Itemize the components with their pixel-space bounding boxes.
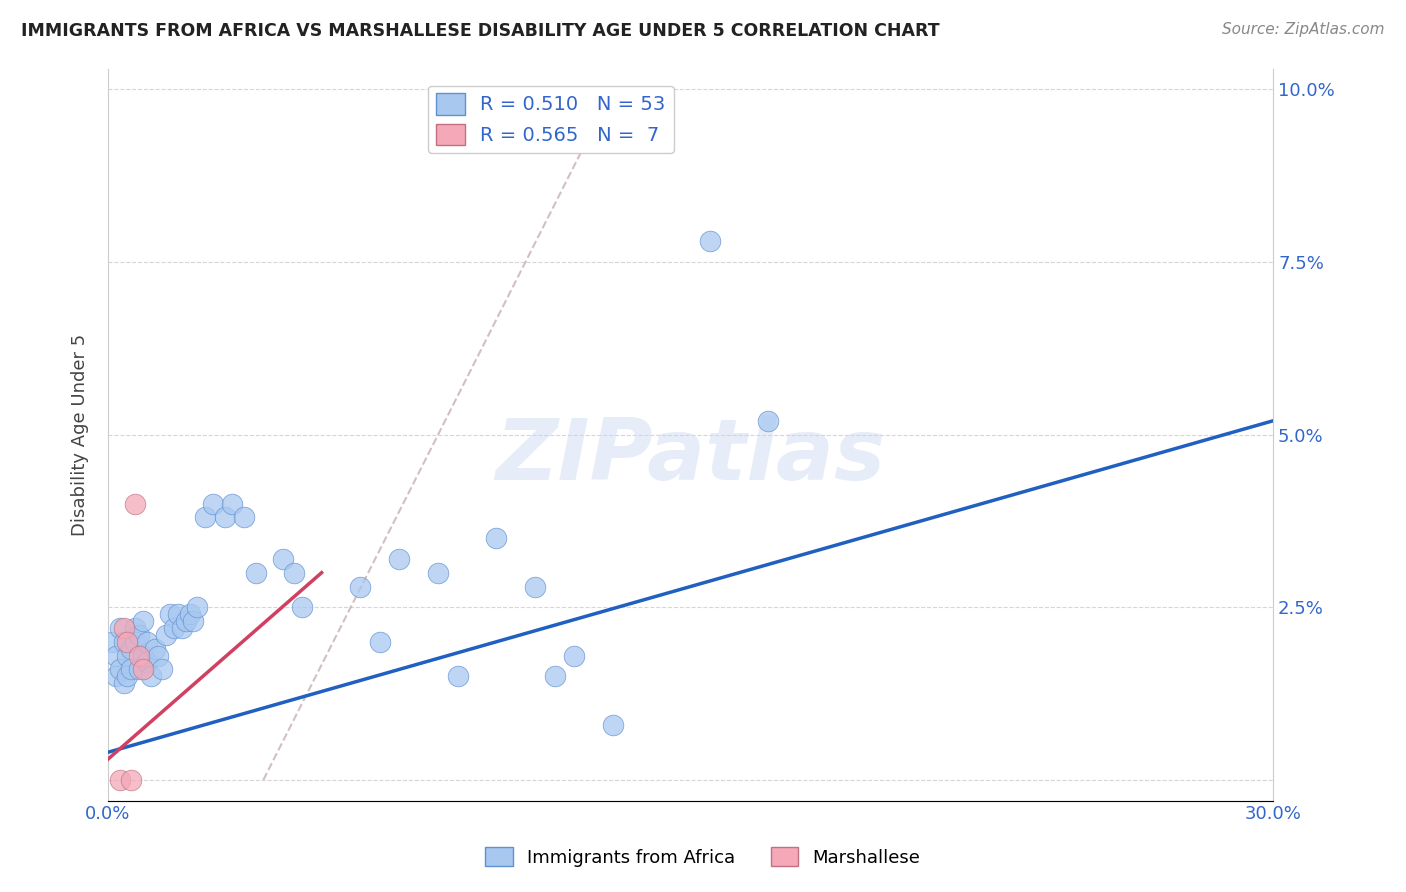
Point bbox=[427, 566, 450, 580]
Point bbox=[368, 634, 391, 648]
Text: IMMIGRANTS FROM AFRICA VS MARSHALLESE DISABILITY AGE UNDER 5 CORRELATION CHART: IMMIGRANTS FROM AFRICA VS MARSHALLESE DI… bbox=[21, 22, 939, 40]
Point bbox=[349, 580, 371, 594]
Point bbox=[543, 669, 565, 683]
Point bbox=[117, 648, 139, 663]
Point bbox=[214, 510, 236, 524]
Point bbox=[699, 234, 721, 248]
Point bbox=[128, 648, 150, 663]
Point bbox=[139, 669, 162, 683]
Point bbox=[132, 648, 155, 663]
Point bbox=[602, 717, 624, 731]
Point bbox=[117, 669, 139, 683]
Point bbox=[167, 607, 190, 621]
Point bbox=[132, 662, 155, 676]
Point bbox=[124, 497, 146, 511]
Point bbox=[221, 497, 243, 511]
Point bbox=[104, 669, 127, 683]
Point bbox=[201, 497, 224, 511]
Point bbox=[143, 641, 166, 656]
Point bbox=[128, 662, 150, 676]
Point bbox=[135, 656, 157, 670]
Point bbox=[232, 510, 254, 524]
Point bbox=[104, 648, 127, 663]
Point bbox=[245, 566, 267, 580]
Point bbox=[128, 628, 150, 642]
Point bbox=[174, 614, 197, 628]
Point bbox=[101, 634, 124, 648]
Point bbox=[120, 662, 142, 676]
Point bbox=[485, 531, 508, 545]
Point bbox=[112, 676, 135, 690]
Legend: Immigrants from Africa, Marshallese: Immigrants from Africa, Marshallese bbox=[478, 840, 928, 874]
Text: ZIPatlas: ZIPatlas bbox=[495, 415, 886, 498]
Point bbox=[112, 634, 135, 648]
Point bbox=[108, 621, 131, 635]
Point bbox=[132, 614, 155, 628]
Point bbox=[291, 600, 314, 615]
Point bbox=[108, 772, 131, 787]
Text: Source: ZipAtlas.com: Source: ZipAtlas.com bbox=[1222, 22, 1385, 37]
Point bbox=[283, 566, 305, 580]
Point bbox=[155, 628, 177, 642]
Point bbox=[170, 621, 193, 635]
Point bbox=[163, 621, 186, 635]
Point bbox=[562, 648, 585, 663]
Point bbox=[756, 414, 779, 428]
Point bbox=[108, 662, 131, 676]
Point bbox=[388, 552, 411, 566]
Point bbox=[148, 648, 170, 663]
Point bbox=[124, 621, 146, 635]
Point bbox=[120, 641, 142, 656]
Point bbox=[135, 634, 157, 648]
Point bbox=[183, 614, 205, 628]
Point bbox=[446, 669, 468, 683]
Point bbox=[159, 607, 181, 621]
Legend: R = 0.510   N = 53, R = 0.565   N =  7: R = 0.510 N = 53, R = 0.565 N = 7 bbox=[427, 86, 673, 153]
Point bbox=[124, 634, 146, 648]
Y-axis label: Disability Age Under 5: Disability Age Under 5 bbox=[72, 334, 89, 536]
Point bbox=[194, 510, 217, 524]
Point bbox=[150, 662, 173, 676]
Point bbox=[117, 634, 139, 648]
Point bbox=[271, 552, 294, 566]
Point bbox=[179, 607, 201, 621]
Point bbox=[112, 621, 135, 635]
Point bbox=[524, 580, 547, 594]
Point bbox=[186, 600, 208, 615]
Point bbox=[120, 772, 142, 787]
